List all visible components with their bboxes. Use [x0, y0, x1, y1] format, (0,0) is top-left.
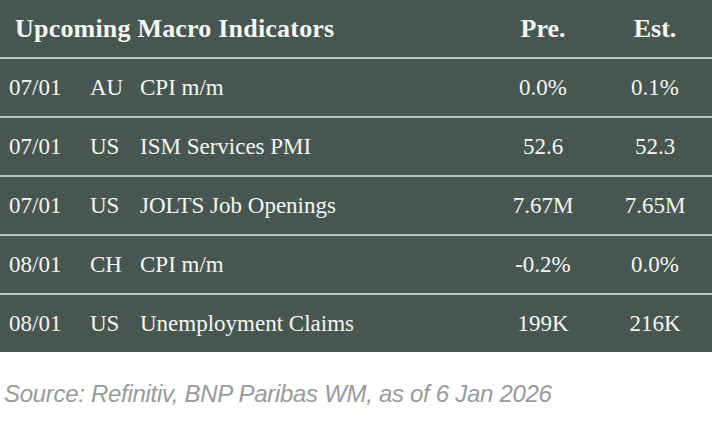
row-previous-value: 199K	[488, 311, 598, 337]
table-row: 07/01 AU CPI m/m 0.0% 0.1%	[0, 57, 712, 116]
row-country-code: US	[90, 311, 140, 337]
column-header-est: Est.	[598, 14, 712, 44]
row-date: 07/01	[0, 75, 90, 101]
row-indicator-name: CPI m/m	[140, 75, 488, 101]
row-date: 07/01	[0, 193, 90, 219]
table-row: 08/01 CH CPI m/m -0.2% 0.0%	[0, 234, 712, 293]
row-previous-value: 7.67M	[488, 193, 598, 219]
table-body: 07/01 AU CPI m/m 0.0% 0.1% 07/01 US ISM …	[0, 57, 712, 352]
row-date: 08/01	[0, 252, 90, 278]
row-country-code: CH	[90, 252, 140, 278]
row-previous-value: -0.2%	[488, 252, 598, 278]
row-indicator-name: JOLTS Job Openings	[140, 193, 488, 219]
row-estimate-value: 216K	[598, 311, 712, 337]
row-estimate-value: 0.0%	[598, 252, 712, 278]
row-previous-value: 52.6	[488, 134, 598, 160]
column-header-pre: Pre.	[488, 14, 598, 44]
table-row: 07/01 US ISM Services PMI 52.6 52.3	[0, 116, 712, 175]
row-country-code: US	[90, 134, 140, 160]
row-date: 08/01	[0, 311, 90, 337]
row-indicator-name: Unemployment Claims	[140, 311, 488, 337]
page: Upcoming Macro Indicators Pre. Est. 07/0…	[0, 0, 712, 425]
table-row: 08/01 US Unemployment Claims 199K 216K	[0, 293, 712, 352]
row-estimate-value: 52.3	[598, 134, 712, 160]
row-country-code: US	[90, 193, 140, 219]
table-header-row: Upcoming Macro Indicators Pre. Est.	[0, 0, 712, 57]
macro-indicators-table: Upcoming Macro Indicators Pre. Est. 07/0…	[0, 0, 712, 352]
table-row: 07/01 US JOLTS Job Openings 7.67M 7.65M	[0, 175, 712, 234]
row-estimate-value: 0.1%	[598, 75, 712, 101]
row-date: 07/01	[0, 134, 90, 160]
row-country-code: AU	[90, 75, 140, 101]
row-indicator-name: ISM Services PMI	[140, 134, 488, 160]
table-title: Upcoming Macro Indicators	[0, 14, 488, 44]
source-note: Source: Refinitiv, BNP Paribas WM, as of…	[0, 352, 712, 408]
row-previous-value: 0.0%	[488, 75, 598, 101]
row-estimate-value: 7.65M	[598, 193, 712, 219]
row-indicator-name: CPI m/m	[140, 252, 488, 278]
